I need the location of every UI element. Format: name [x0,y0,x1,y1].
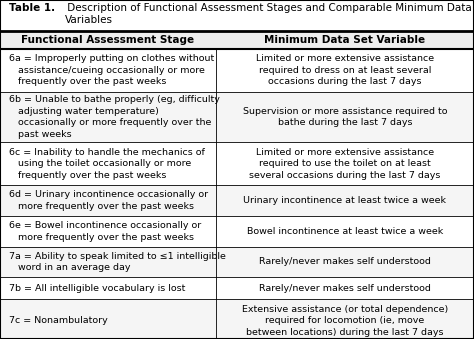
Text: 6b = Unable to bathe properly (eg, difficulty
   adjusting water temperature)
  : 6b = Unable to bathe properly (eg, diffi… [9,95,219,139]
Text: Rarely/never makes self understood: Rarely/never makes self understood [259,284,431,293]
Text: Bowel incontinence at least twice a week: Bowel incontinence at least twice a week [246,227,443,236]
Text: 7c = Nonambulatory: 7c = Nonambulatory [9,316,107,325]
Bar [0,31,474,49]
Text: Table 1.: Table 1. [9,3,55,13]
Text: 7b = All intelligible vocabulary is lost: 7b = All intelligible vocabulary is lost [9,284,185,293]
Text: 7a = Ability to speak limited to ≤1 intelligible
   word in an average day: 7a = Ability to speak limited to ≤1 inte… [9,252,226,272]
Text: 6a = Improperly putting on clothes without
   assistance/cueing occasionally or : 6a = Improperly putting on clothes witho… [9,54,214,86]
Bar [0,299,474,339]
Bar [0,49,474,92]
Bar [0,247,474,277]
Text: Extensive assistance (or total dependence)
required for locomotion (ie, move
bet: Extensive assistance (or total dependenc… [242,305,448,337]
Bar [0,92,474,142]
Text: Limited or more extensive assistance
required to dress on at least several
occas: Limited or more extensive assistance req… [256,54,434,86]
Bar [0,185,474,216]
Bar [0,142,474,185]
Text: 6d = Urinary incontinence occasionally or
   more frequently over the past weeks: 6d = Urinary incontinence occasionally o… [9,190,208,211]
Text: Supervision or more assistance required to
bathe during the last 7 days: Supervision or more assistance required … [243,107,447,127]
Text: Description of Functional Assessment Stages and Comparable Minimum Data Set
Vari: Description of Functional Assessment Sta… [64,3,474,25]
Text: Functional Assessment Stage: Functional Assessment Stage [21,35,194,45]
Text: Minimum Data Set Variable: Minimum Data Set Variable [264,35,425,45]
Text: Limited or more extensive assistance
required to use the toilet on at least
seve: Limited or more extensive assistance req… [249,147,440,179]
Text: 6c = Inability to handle the mechanics of
   using the toilet occasionally or mo: 6c = Inability to handle the mechanics o… [9,147,204,179]
Text: Rarely/never makes self understood: Rarely/never makes self understood [259,257,431,266]
Text: 6e = Bowel incontinence occasionally or
   more frequently over the past weeks: 6e = Bowel incontinence occasionally or … [9,221,201,242]
Text: Urinary incontinence at least twice a week: Urinary incontinence at least twice a we… [243,196,447,205]
Bar [0,277,474,299]
Bar [0,216,474,247]
